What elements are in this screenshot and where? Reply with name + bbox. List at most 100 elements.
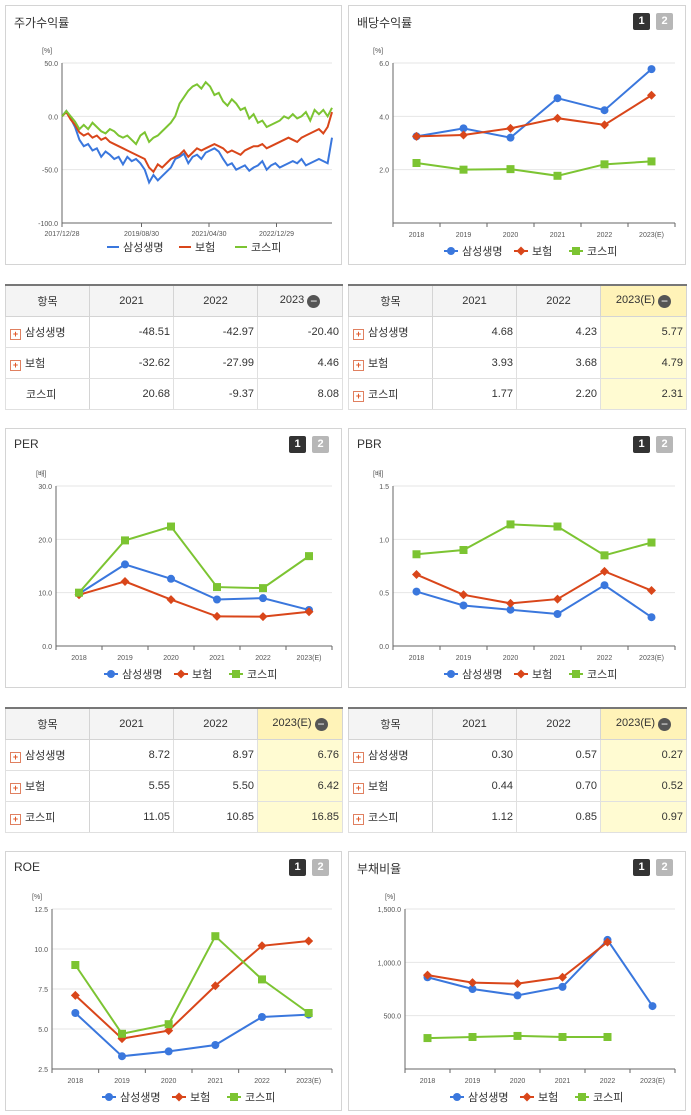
- y-tick-label: 1.5: [379, 484, 389, 491]
- series-1-point: [459, 601, 468, 610]
- series-1-point: [258, 1013, 266, 1021]
- page-1-button[interactable]: 1: [289, 436, 306, 453]
- page-2-button[interactable]: 2: [312, 859, 329, 876]
- series-1-point: [648, 1002, 657, 1011]
- x-tick-label: 2019: [456, 655, 472, 662]
- series-1-point: [453, 1093, 461, 1101]
- series-1-point: [447, 670, 455, 678]
- page-2-button[interactable]: 2: [656, 13, 673, 30]
- series-3-point: [121, 536, 129, 545]
- y-tick-label: 1,000.0: [378, 960, 401, 967]
- page-1-button[interactable]: 1: [633, 436, 650, 453]
- x-tick-label: 2022: [255, 655, 271, 662]
- cell: 8.97: [173, 739, 258, 771]
- header-2021: 2021: [89, 707, 174, 740]
- series-3-point: [167, 522, 175, 531]
- page-2-button[interactable]: 2: [312, 436, 329, 453]
- panel-per: PER 1 2 [배] 30.0 20.0 10.0 0.0 2018 2019 2020 20…: [5, 428, 342, 688]
- x-tick-label: 2021: [550, 655, 566, 662]
- legend-label: 코스피: [587, 668, 617, 681]
- series-line: [416, 584, 653, 619]
- y-tick-label: 0.0: [379, 644, 389, 651]
- series-1-point: [412, 587, 421, 596]
- x-tick-label: 2018: [409, 655, 425, 662]
- panel-title: PBR: [357, 437, 382, 451]
- collapse-icon[interactable]: −: [658, 295, 672, 308]
- page-1-button[interactable]: 1: [633, 13, 650, 30]
- series-2-point: [258, 612, 268, 622]
- header-2023: 2023−: [257, 284, 343, 317]
- cell: 1.12: [432, 801, 517, 833]
- series-2-point: [176, 669, 186, 679]
- pager: 1 2: [633, 859, 673, 876]
- series-line: [78, 580, 310, 618]
- cell: 8.72: [89, 739, 174, 771]
- y-tick-label: 7.5: [38, 987, 48, 994]
- unit-label: [%]: [385, 894, 395, 901]
- cell: -42.97: [173, 316, 258, 348]
- cell: 6.76: [257, 739, 343, 771]
- series-line: [61, 110, 333, 174]
- series-2-point: [304, 936, 314, 946]
- collapse-icon[interactable]: −: [307, 295, 321, 308]
- legend-label: 보험: [195, 241, 215, 254]
- page-1-button[interactable]: 1: [289, 859, 306, 876]
- series-2-point: [647, 586, 656, 596]
- collapse-icon[interactable]: −: [314, 718, 328, 731]
- row-name: + 보험: [348, 347, 433, 379]
- expand-icon[interactable]: +: [353, 360, 364, 371]
- expand-icon[interactable]: +: [353, 814, 364, 825]
- expand-icon[interactable]: +: [353, 752, 364, 763]
- y-tick-label: 2.0: [379, 168, 389, 175]
- series-1-point: [107, 670, 115, 678]
- series-1-point: [71, 1009, 80, 1017]
- cell: 4.68: [432, 316, 517, 348]
- expand-icon[interactable]: +: [353, 391, 364, 402]
- expand-icon[interactable]: +: [10, 783, 21, 794]
- per-table: 항목 2021 2022 2023(E) − + 삼성생명 8.72 8.97 6.…: [5, 707, 343, 833]
- dividend-table: 항목 2021 2022 2023(E) − + 삼성생명 4.68 4.23 5.…: [348, 284, 687, 410]
- collapse-icon[interactable]: −: [658, 718, 672, 731]
- pager: 1 2: [289, 436, 329, 453]
- series-1-point: [600, 106, 609, 115]
- cell: -20.40: [257, 316, 343, 348]
- x-tick-label: 2019: [114, 1078, 130, 1085]
- cell: 0.52: [600, 770, 687, 802]
- expand-icon[interactable]: +: [10, 752, 21, 763]
- page-2-button[interactable]: 2: [656, 436, 673, 453]
- series-3-point: [600, 160, 609, 169]
- row-name: + 보험: [5, 347, 90, 379]
- header-2022: 2022: [516, 707, 601, 740]
- x-tick-label: 2022: [597, 655, 613, 662]
- table-row: + 코스피 11.05 10.85 16.85: [5, 801, 343, 833]
- page-2-button[interactable]: 2: [656, 859, 673, 876]
- expand-icon[interactable]: +: [10, 360, 21, 371]
- header-item: 항목: [5, 707, 90, 740]
- y-tick-label: 0.5: [379, 591, 389, 598]
- expand-icon[interactable]: +: [353, 783, 364, 794]
- series-2-point: [506, 123, 515, 133]
- y-tick-label: -50.0: [42, 168, 58, 175]
- cell: 0.30: [432, 739, 517, 771]
- cell: 0.70: [516, 770, 601, 802]
- series-line: [74, 1012, 309, 1058]
- series-3-point: [572, 670, 580, 678]
- table-row: 코스피 20.68 -9.37 8.08: [5, 378, 343, 410]
- page-1-button[interactable]: 1: [633, 859, 650, 876]
- debt-ratio-chart: [%] 1,500.0 1,000.0 500.0 2018 2019 2020 2021 20…: [378, 894, 676, 1104]
- expand-icon[interactable]: +: [353, 329, 364, 340]
- series-line: [78, 525, 310, 594]
- x-tick-label: 2023(E): [639, 232, 664, 239]
- cell: 8.08: [257, 378, 343, 410]
- series-line: [61, 109, 333, 185]
- cell: -27.99: [173, 347, 258, 379]
- expand-icon[interactable]: +: [10, 329, 21, 340]
- series-2-point: [600, 120, 609, 130]
- cell: 6.42: [257, 770, 343, 802]
- expand-icon[interactable]: +: [10, 814, 21, 825]
- legend-label: 코스피: [247, 668, 277, 681]
- per-chart: [배] 30.0 20.0 10.0 0.0 2018 2019 2020 2021 2022 20…: [36, 469, 333, 681]
- x-tick-label: 2022: [597, 232, 613, 239]
- series-2-point: [304, 607, 314, 617]
- y-tick-label: 1.0: [379, 537, 389, 544]
